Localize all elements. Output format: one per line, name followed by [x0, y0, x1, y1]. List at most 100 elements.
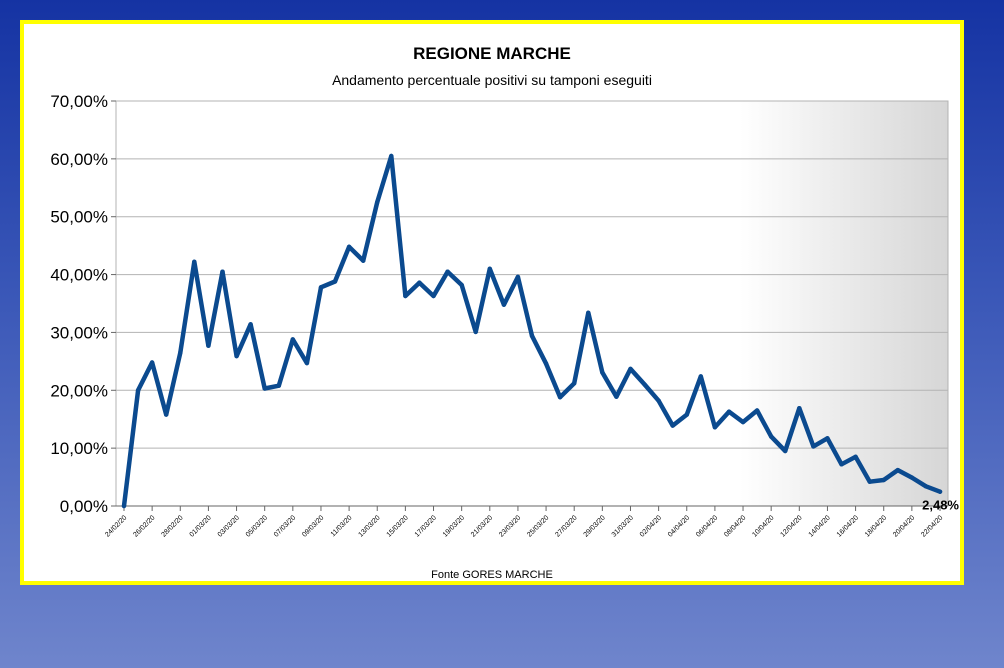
data-point: [304, 360, 310, 366]
x-tick-label: 08/04/20: [723, 514, 747, 538]
data-point: [234, 353, 239, 359]
data-point: [375, 200, 380, 205]
data-point: [867, 479, 872, 484]
x-tick-label: 02/04/20: [639, 514, 663, 538]
x-tick-label: 24/02/20: [104, 514, 128, 538]
y-axis: 0,00% 10,00% 20,00% 30,00% 40,00% 50,00% 60,00…: [50, 92, 116, 516]
x-tick-label: 14/04/20: [808, 514, 832, 538]
data-point: [290, 337, 295, 342]
data-point: [614, 394, 619, 399]
data-point: [178, 350, 183, 355]
x-tick-label: 06/04/20: [695, 514, 719, 538]
y-tick-label: 40,00%: [50, 266, 108, 285]
x-tick-label: 20/04/20: [892, 514, 916, 538]
y-tick-label: 70,00%: [50, 92, 108, 111]
data-point: [417, 280, 422, 285]
x-tick-label: 17/03/20: [414, 514, 438, 538]
data-point: [642, 382, 647, 387]
data-point: [600, 370, 605, 375]
data-point: [276, 383, 281, 388]
data-point: [431, 293, 436, 299]
x-tick-label: 16/04/20: [836, 514, 860, 538]
data-point: [811, 444, 816, 449]
x-tick-label: 01/03/20: [189, 514, 213, 538]
data-point: [769, 434, 774, 439]
x-tick-label: 19/03/20: [442, 514, 466, 538]
x-tick-label: 22/04/20: [920, 514, 944, 538]
data-point: [670, 423, 675, 428]
plot-area: [115, 100, 949, 507]
data-point: [572, 381, 577, 386]
series-group: [121, 153, 943, 509]
x-tick-label: 27/03/20: [554, 514, 578, 538]
data-point: [937, 489, 943, 494]
data-point: [754, 408, 760, 413]
data-point: [853, 454, 858, 459]
data-point: [332, 279, 338, 284]
y-tick-label: 50,00%: [50, 208, 108, 227]
x-tick-label: 11/03/20: [330, 514, 354, 538]
x-tick-label: 07/03/20: [273, 514, 297, 538]
x-tick-label: 12/04/20: [780, 514, 804, 538]
data-point: [149, 360, 155, 365]
x-tick-label: 03/03/20: [217, 514, 241, 538]
source-note: Fonte GORES MARCHE: [431, 569, 553, 581]
data-point: [586, 310, 591, 315]
data-point: [895, 467, 900, 473]
x-tick-label: 31/03/20: [611, 514, 635, 538]
x-axis: 24/02/20 26/02/20 28/02/20 01/03/20 03/03/20…: [104, 505, 948, 539]
data-point: [684, 412, 689, 417]
data-point: [543, 361, 549, 366]
data-point: [220, 269, 225, 274]
x-tick-label: 28/02/20: [160, 514, 184, 538]
data-point: [445, 269, 450, 274]
data-point: [839, 462, 844, 467]
x-tick-label: 04/04/20: [667, 514, 691, 538]
data-point: [923, 484, 929, 489]
x-tick-label: 10/04/20: [751, 514, 775, 538]
chart-title: REGIONE MARCHE: [413, 44, 571, 63]
data-point: [248, 322, 253, 327]
data-point: [135, 388, 141, 393]
data-point: [698, 374, 703, 379]
data-point: [881, 477, 886, 483]
x-tick-label: 09/03/20: [301, 514, 325, 538]
data-point: [487, 266, 492, 271]
x-tick-label: 05/03/20: [245, 514, 269, 538]
x-tick-label: 26/02/20: [132, 514, 156, 538]
data-point: [164, 412, 169, 417]
data-point: [121, 503, 127, 509]
data-point: [206, 343, 211, 348]
chart-frame: 0,00% 10,00% 20,00% 30,00% 40,00% 50,00% 60,00…: [20, 20, 964, 585]
data-point: [628, 366, 633, 372]
data-point: [740, 419, 746, 425]
x-tick-label: 13/03/20: [357, 514, 381, 538]
data-point: [557, 395, 563, 400]
data-point: [346, 244, 352, 249]
data-point: [797, 406, 802, 411]
data-point: [473, 329, 478, 335]
y-tick-label: 30,00%: [50, 323, 108, 342]
x-tick-label: 21/03/20: [470, 514, 494, 538]
x-tick-label: 15/03/20: [386, 514, 410, 538]
data-point: [318, 285, 324, 290]
data-point: [825, 436, 830, 441]
x-tick-label: 18/04/20: [864, 514, 888, 538]
data-point: [529, 333, 535, 339]
data-point: [389, 153, 394, 159]
data-point: [712, 425, 718, 430]
x-tick-label: 29/03/20: [583, 514, 607, 538]
data-point: [192, 259, 197, 264]
chart-subtitle: Andamento percentuale positivi su tampon…: [332, 72, 652, 88]
line-chart: 0,00% 10,00% 20,00% 30,00% 40,00% 50,00% 60,00…: [50, 44, 959, 581]
x-tick-label: 23/03/20: [498, 514, 522, 538]
data-point: [726, 409, 732, 414]
data-point: [783, 448, 788, 454]
y-tick-label: 10,00%: [50, 439, 108, 458]
data-label: 2,48%: [922, 498, 959, 513]
data-point: [515, 274, 521, 280]
y-tick-label: 60,00%: [50, 150, 108, 169]
data-point: [262, 386, 267, 391]
y-tick-label: 0,00%: [60, 497, 108, 516]
data-point: [501, 302, 507, 307]
